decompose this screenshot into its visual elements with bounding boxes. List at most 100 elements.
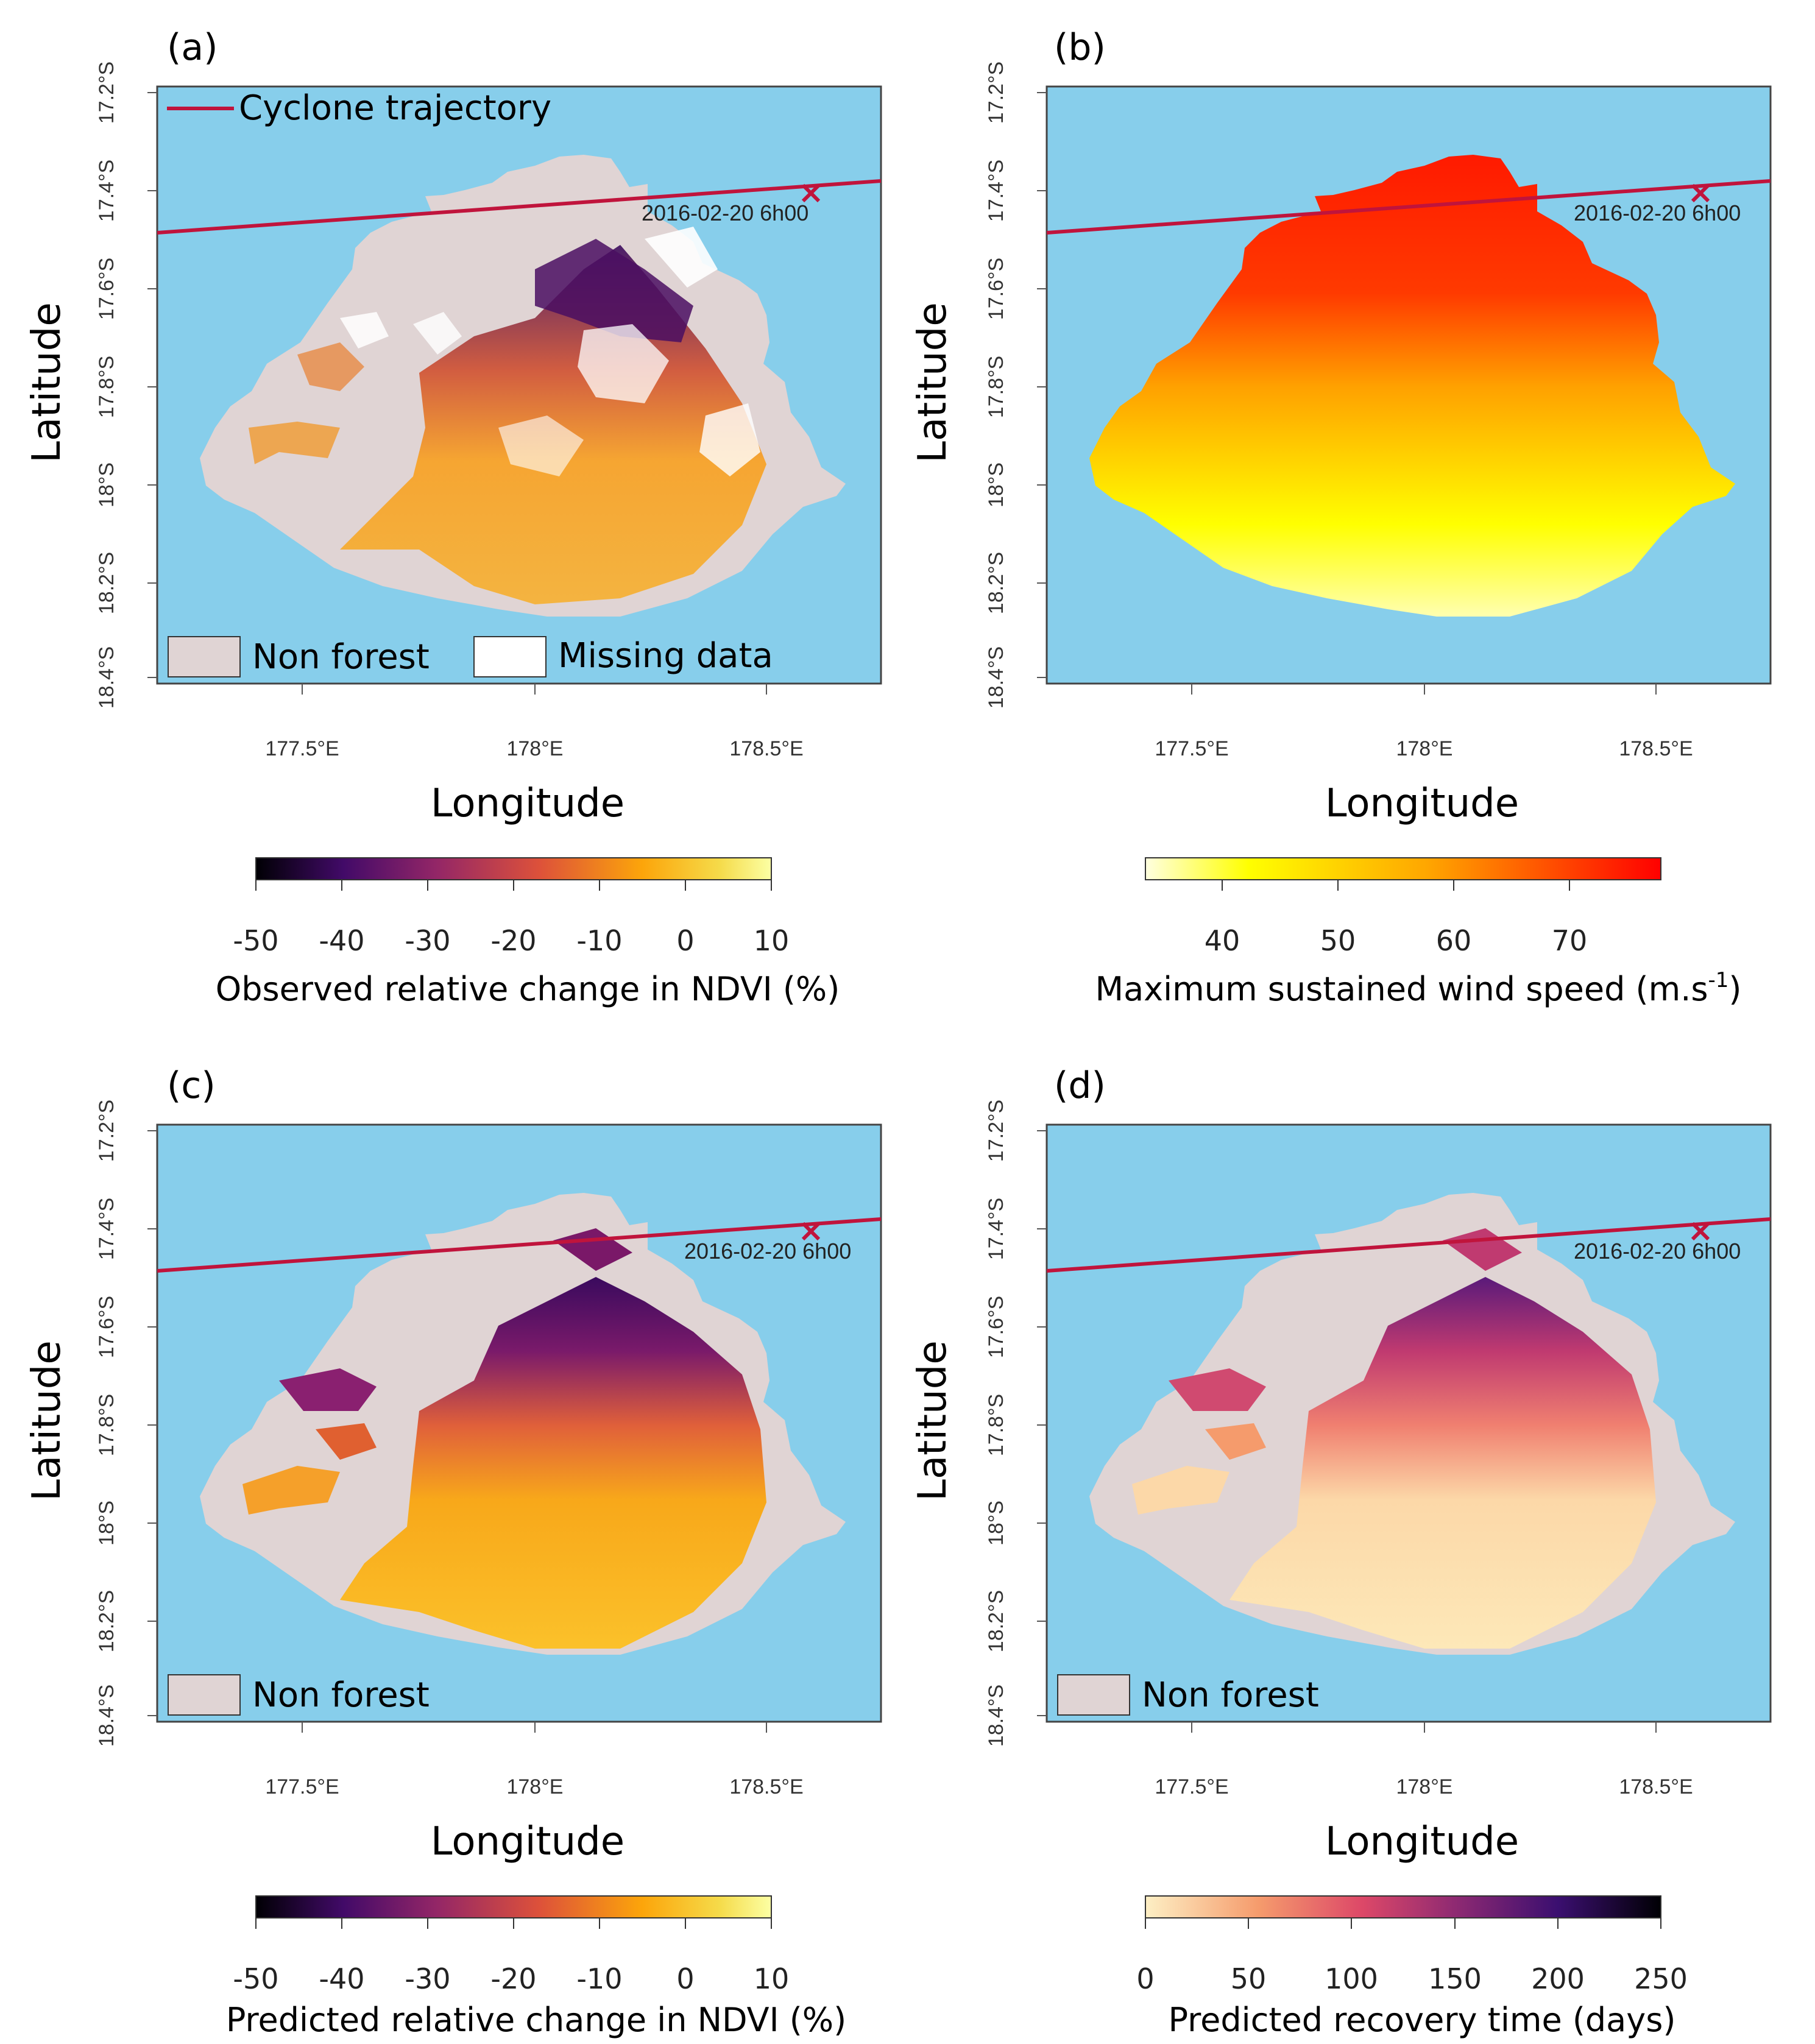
y-tick-label: 17.2°S bbox=[95, 1100, 118, 1162]
colorbar-tick-label: -40 bbox=[319, 924, 364, 957]
colorbar-tick-label: -50 bbox=[233, 1962, 278, 1995]
x-ticks: 177.5°E 178°E 178.5°E bbox=[265, 1722, 804, 1798]
y-tick-label: 18°S bbox=[985, 462, 1008, 507]
y-tick-label: 18.4°S bbox=[95, 1685, 118, 1747]
x-tick-label: 177.5°E bbox=[1155, 1775, 1228, 1798]
y-tick-label: 18.2°S bbox=[985, 1590, 1008, 1652]
x-tick-label: 177.5°E bbox=[265, 737, 339, 760]
colorbar-tick-label: -10 bbox=[576, 924, 622, 957]
y-tick-label: 18.4°S bbox=[95, 646, 118, 709]
y-tick-label: 17.4°S bbox=[985, 1198, 1008, 1260]
x-tick-label: 178.5°E bbox=[1619, 737, 1693, 760]
map-layer: 2016-02-20 6h00 bbox=[1047, 155, 1771, 617]
position-marker-icon bbox=[1691, 183, 1710, 203]
y-axis-title: Latitude bbox=[910, 302, 955, 462]
x-tick-label: 178.5°E bbox=[729, 737, 803, 760]
colorbar-title: Predicted recovery time (days) bbox=[1169, 2001, 1676, 2039]
colorbar-title: Predicted relative change in NDVI (%) bbox=[226, 2001, 846, 2039]
panel-a: (a) bbox=[24, 26, 882, 1008]
y-tick-label: 17.4°S bbox=[95, 160, 118, 222]
colorbar-tick-label: 250 bbox=[1634, 1962, 1688, 1995]
cyclone-trajectory bbox=[1047, 1217, 1771, 1273]
y-tick-label: 18.2°S bbox=[95, 552, 118, 614]
y-tick-label: 18.2°S bbox=[95, 1590, 118, 1652]
colorbar-tick-label: 0 bbox=[1136, 1962, 1154, 1995]
colorbar-tick-label: -30 bbox=[405, 1962, 450, 1995]
x-ticks: 177.5°E 178°E 178.5°E bbox=[1155, 1722, 1693, 1798]
x-axis-title: Longitude bbox=[431, 781, 624, 826]
map-layer: 2016-02-20 6h00 bbox=[157, 1193, 881, 1655]
y-tick-label: 17.8°S bbox=[95, 1394, 118, 1456]
colorbar-title-main: Maximum sustained wind speed (m.s bbox=[1095, 970, 1708, 1008]
colorbar-title-end: ) bbox=[1728, 970, 1741, 1008]
colorbar-tick-label: -40 bbox=[319, 1962, 364, 1995]
y-tick-label: 18°S bbox=[95, 462, 118, 507]
x-tick-label: 178.5°E bbox=[1619, 1775, 1693, 1798]
x-tick-label: 178°E bbox=[1396, 737, 1452, 760]
y-tick-label: 17.2°S bbox=[95, 62, 118, 124]
colorbar-title: Maximum sustained wind speed (m.s-1) bbox=[1095, 968, 1742, 1008]
y-ticks: 17.2°S 17.4°S 17.6°S 17.8°S 18°S 18.2°S … bbox=[95, 1100, 157, 1747]
colorbar-tick-label: 200 bbox=[1531, 1962, 1585, 1995]
y-tick-label: 18.4°S bbox=[985, 646, 1008, 709]
y-tick-label: 17.6°S bbox=[985, 258, 1008, 320]
recovery-time-raster bbox=[1132, 1228, 1656, 1649]
legend-swatch-nonforest bbox=[168, 1674, 241, 1716]
y-tick-label: 17.2°S bbox=[985, 62, 1008, 124]
colorbar-ramp bbox=[255, 1895, 772, 1918]
x-axis-title: Longitude bbox=[1325, 781, 1519, 826]
legend-swatch-nonforest bbox=[168, 636, 241, 677]
panel-label: (c) bbox=[167, 1064, 216, 1107]
colorbar-tick-label: -30 bbox=[405, 924, 450, 957]
panel-label: (a) bbox=[167, 26, 218, 69]
x-tick-label: 177.5°E bbox=[265, 1775, 339, 1798]
x-tick-label: 177.5°E bbox=[1155, 737, 1228, 760]
panel-label: (d) bbox=[1054, 1064, 1106, 1107]
panel-c: (c) 2016-02-20 6h00 Non bbox=[24, 1064, 882, 2039]
panel-label: (b) bbox=[1054, 26, 1106, 69]
cyclone-trajectory bbox=[1047, 179, 1771, 235]
colorbar-title-sup: -1 bbox=[1708, 968, 1729, 992]
colorbar-ramp bbox=[1145, 1895, 1661, 1918]
colorbar-tick-label: 0 bbox=[676, 924, 694, 957]
position-marker-icon bbox=[801, 183, 821, 203]
colorbar: 40 50 60 70 Maximum sustained wind speed… bbox=[1095, 857, 1742, 1008]
y-tick-label: 17.4°S bbox=[95, 1198, 118, 1260]
panel-b: (b) 2016-02-20 6h00 17.2°S 17.4°S bbox=[910, 26, 1772, 1008]
colorbar: -50 -40 -30 -20 -10 0 10 Predicted relat… bbox=[226, 1895, 846, 2039]
legend-swatch-missing bbox=[473, 636, 547, 677]
colorbar-tick-label: 10 bbox=[754, 1962, 790, 1995]
y-tick-label: 18°S bbox=[95, 1501, 118, 1546]
colorbar-tick-label: 100 bbox=[1325, 1962, 1378, 1995]
x-axis-title: Longitude bbox=[1325, 1819, 1519, 1864]
y-tick-label: 17.8°S bbox=[95, 356, 118, 418]
legend-nonforest-label: Non forest bbox=[252, 637, 430, 677]
y-axis-title: Latitude bbox=[24, 1340, 69, 1501]
legend-nonforest-label: Non forest bbox=[252, 1675, 430, 1715]
y-tick-label: 17.8°S bbox=[985, 356, 1008, 418]
x-ticks: 177.5°E 178°E 178.5°E bbox=[265, 684, 804, 760]
y-axis-title: Latitude bbox=[24, 302, 69, 462]
y-ticks: 17.2°S 17.4°S 17.6°S 17.8°S 18°S 18.2°S … bbox=[985, 1100, 1047, 1747]
map-layer: 2016-02-20 6h00 bbox=[1047, 1193, 1771, 1655]
colorbar-ramp bbox=[1145, 857, 1661, 880]
cyclone-trajectory bbox=[157, 179, 881, 235]
x-ticks: 177.5°E 178°E 178.5°E bbox=[1155, 684, 1693, 760]
colorbar-tick-label: 10 bbox=[754, 924, 790, 957]
y-ticks: 17.2°S 17.4°S 17.6°S 17.8°S 18°S 18.2°S … bbox=[985, 62, 1047, 709]
position-marker-icon bbox=[1691, 1222, 1710, 1241]
observed-change-raster bbox=[249, 227, 766, 604]
x-tick-label: 178°E bbox=[506, 1775, 563, 1798]
legend-trajectory-label: Cyclone trajectory bbox=[239, 88, 551, 128]
colorbar-tick-label: 40 bbox=[1205, 924, 1240, 957]
y-ticks: 17.2°S 17.4°S 17.6°S 17.8°S 18°S 18.2°S … bbox=[95, 62, 157, 709]
y-tick-label: 17.2°S bbox=[985, 1100, 1008, 1162]
colorbar-tick-label: -10 bbox=[576, 1962, 622, 1995]
colorbar-tick-label: 50 bbox=[1231, 1962, 1267, 1995]
colorbar-tick-label: 70 bbox=[1552, 924, 1588, 957]
date-annotation: 2016-02-20 6h00 bbox=[1574, 200, 1741, 225]
colorbar: -50 -40 -30 -20 -10 0 10 Observed relati… bbox=[216, 857, 840, 1008]
colorbar: 0 50 100 150 200 250 Predicted recovery … bbox=[1136, 1895, 1688, 2039]
date-annotation: 2016-02-20 6h00 bbox=[642, 200, 808, 225]
colorbar-tick-label: -50 bbox=[233, 924, 278, 957]
